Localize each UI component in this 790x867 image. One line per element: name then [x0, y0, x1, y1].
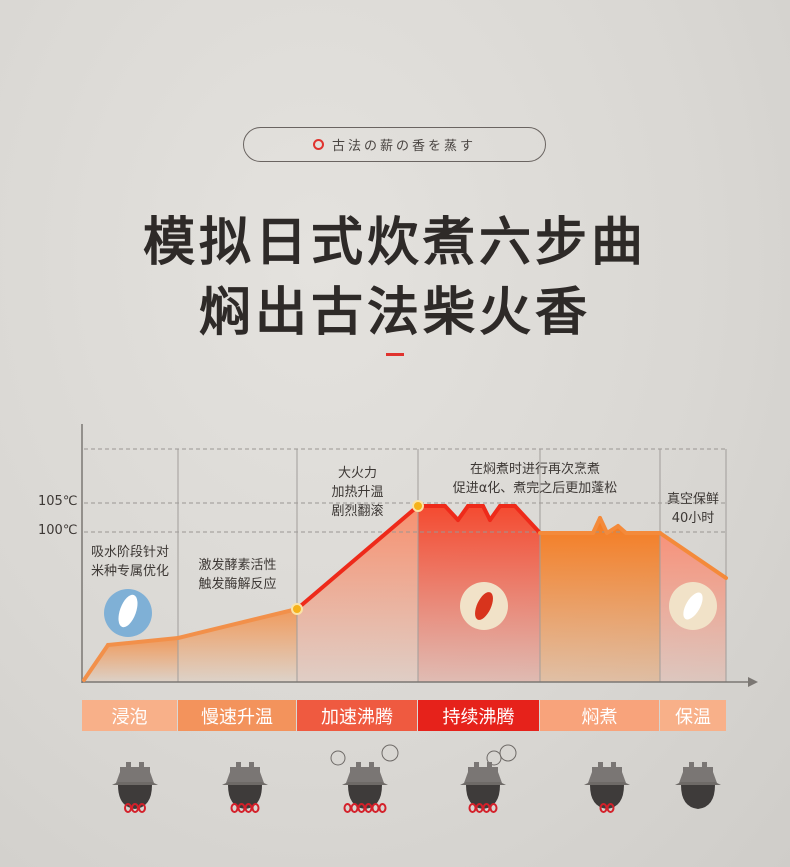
annotation-slow-heat: 激发酵素活性 触发酶解反应: [198, 558, 277, 592]
title-line-2: 焖出古法柴火香: [198, 283, 591, 343]
temperature-line-segment: [658, 531, 728, 580]
rice-pot-icon: [668, 745, 721, 809]
rice-pot-icon: [330, 744, 399, 813]
circle-icon: [312, 139, 324, 150]
annotation-keep-warm: 真空保鲜 40小时: [666, 492, 719, 526]
temperature-line-segment: [605, 524, 620, 535]
stage-label-2: 加速沸腾: [297, 700, 417, 731]
annotation-rapid-boil: 大火力 加热升温 剧烈翻滚: [331, 466, 384, 519]
stage-label-3: 持续沸腾: [418, 700, 539, 731]
tagline: 古法の薪の香を蒸す: [331, 139, 476, 154]
point-marker: [412, 500, 424, 512]
stage-area: [297, 506, 418, 682]
y-tick-105: 105℃: [38, 494, 78, 509]
rice-pot-icon: [453, 744, 517, 813]
stage-label-5: 保温: [660, 700, 726, 731]
divider: [386, 353, 404, 356]
temperature-line-segment: [591, 516, 602, 535]
rice-blue-icon: [104, 589, 152, 637]
annotation-soak: 吸水阶段针对 米种专属优化: [90, 545, 169, 579]
annotation-continuous-boil: 在焖煮时进行再次烹煮 促进α化、煮完之后更加蓬松: [452, 462, 618, 496]
temperature-line-segment: [481, 504, 492, 522]
temperature-chart: [81, 424, 758, 687]
stage-label-4: 焖煮: [540, 700, 659, 731]
point-marker: [291, 603, 303, 615]
temperature-line-segment: [295, 504, 420, 611]
temperature-line-segment: [443, 504, 460, 522]
gridlines: [84, 448, 726, 533]
rice-white-icon: [669, 582, 717, 630]
title-line-1: 模拟日式炊煮六步曲: [142, 213, 647, 273]
x-axis-arrow: [748, 677, 758, 687]
stage-area: [540, 518, 660, 682]
stage-label-0: 浸泡: [82, 700, 177, 731]
temperature-line-segment: [488, 504, 502, 522]
column-dividers: [177, 449, 727, 682]
temperature-line-segment: [176, 607, 299, 640]
rice-pot-icon: [577, 745, 630, 813]
y-tick-100: 100℃: [38, 523, 78, 538]
temperature-line-segment: [456, 504, 470, 522]
rice-pot-icon: [215, 745, 268, 813]
temperature-line-segment: [513, 504, 542, 535]
temperature-line-segment: [106, 636, 180, 647]
stage-area: [178, 609, 297, 682]
temperature-line-segment: [598, 516, 609, 535]
temperature-line-segment: [82, 643, 110, 682]
rice-pot-icon: [105, 745, 158, 813]
tagline-pill: 古法の薪の香を蒸す: [243, 127, 546, 162]
rice-red-icon: [460, 582, 508, 630]
stage-label-1: 慢速升温: [178, 700, 296, 731]
